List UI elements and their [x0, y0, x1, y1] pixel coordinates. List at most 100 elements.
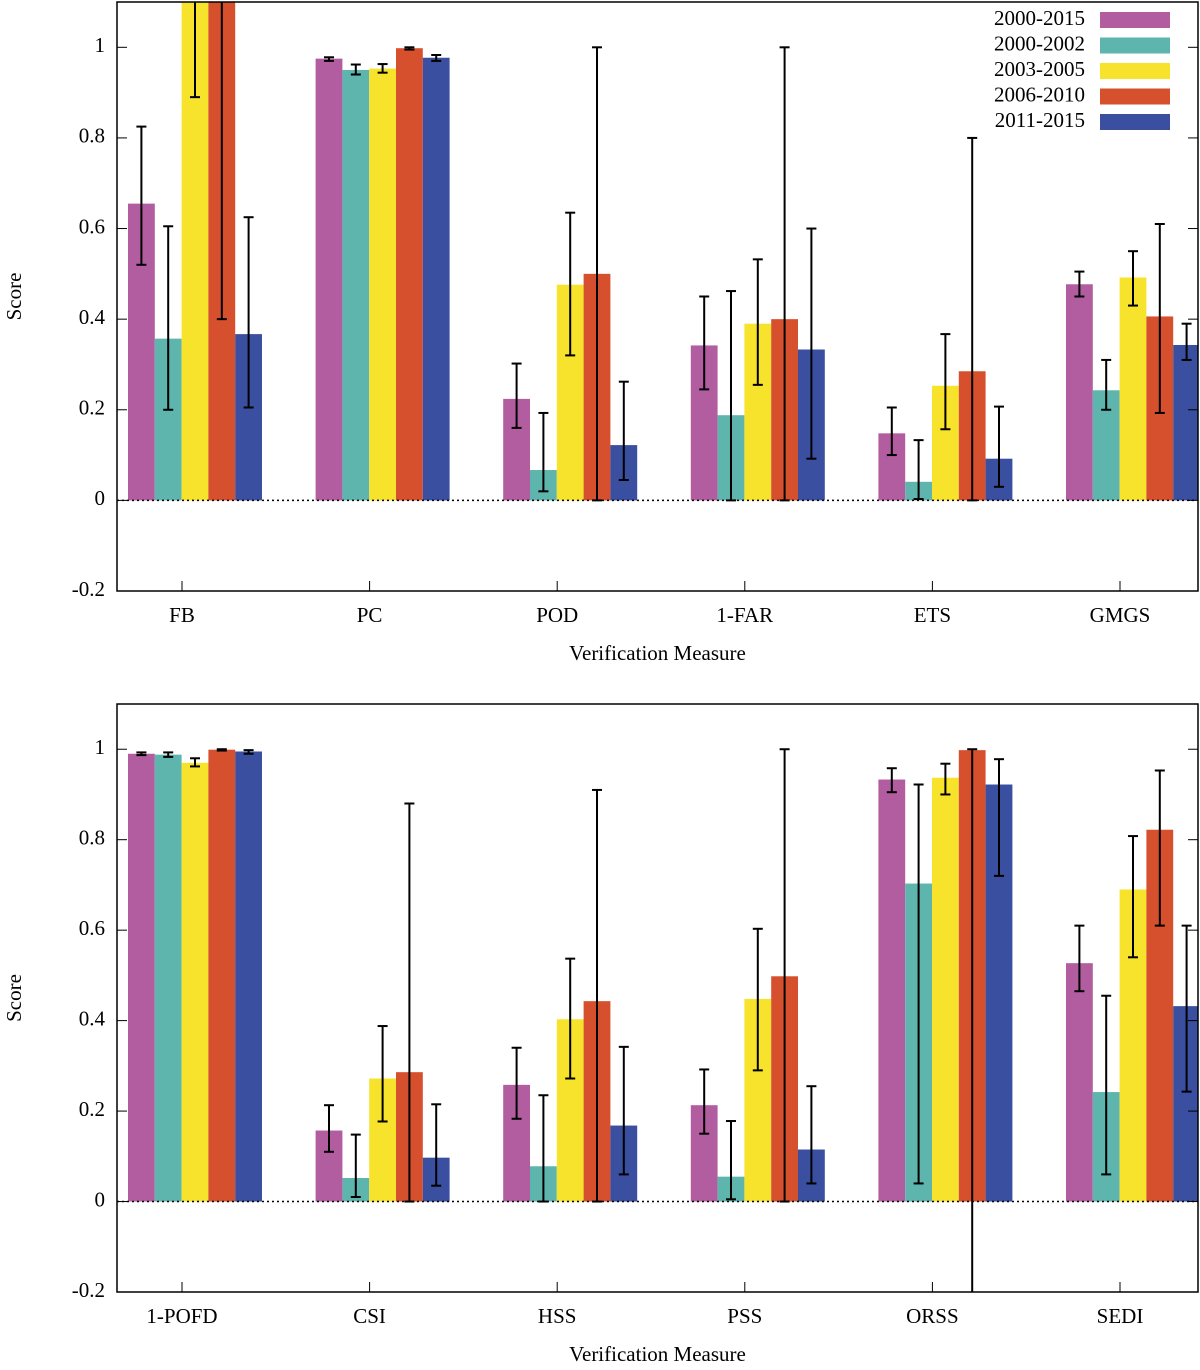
- error-bar: [1101, 358, 1112, 411]
- error-bar: [136, 125, 147, 266]
- error-bar: [1154, 223, 1165, 414]
- y-tick-label: 0.4: [79, 1006, 106, 1030]
- x-tick-label: PC: [357, 603, 383, 627]
- error-bar: [431, 1103, 442, 1187]
- x-axis-label: Verification Measure: [569, 641, 746, 665]
- bar: [396, 48, 423, 501]
- plot-area: [128, 2, 1198, 502]
- error-bar: [565, 211, 576, 357]
- error-bar: [1074, 270, 1085, 298]
- x-tick-label: GMGS: [1090, 603, 1151, 627]
- legend-label: 2000-2015: [994, 6, 1085, 30]
- error-bar: [511, 1046, 522, 1120]
- legend-swatch: [1100, 12, 1170, 28]
- bar: [878, 779, 906, 1202]
- legend-label: 2006-2010: [994, 82, 1085, 106]
- y-tick-label: 1: [95, 33, 106, 57]
- error-bar: [1128, 835, 1138, 959]
- error-bar: [1181, 924, 1192, 1093]
- error-bar: [699, 1068, 710, 1135]
- bar: [1173, 344, 1198, 501]
- plot-area: [128, 748, 1198, 1292]
- bar: [128, 753, 155, 1202]
- bar: [1066, 284, 1093, 501]
- error-bar: [726, 1120, 736, 1201]
- y-tick-label: 0.4: [79, 305, 106, 329]
- error-bar: [404, 46, 415, 51]
- error-bar: [1128, 250, 1138, 307]
- plot-frame: [116, 1, 1199, 592]
- error-bar: [216, 748, 227, 752]
- error-bar: [940, 762, 951, 796]
- error-bar: [431, 54, 442, 62]
- plot-frame: [116, 703, 1199, 1293]
- x-tick-label: HSS: [538, 1304, 577, 1328]
- error-bar: [806, 1085, 817, 1185]
- legend-label: 2003-2005: [994, 57, 1085, 81]
- y-tick-label: 0.6: [79, 916, 105, 940]
- y-tick-label: 1: [95, 735, 106, 759]
- y-tick-label: -0.2: [72, 1278, 105, 1302]
- error-bar: [163, 751, 174, 758]
- error-bar: [377, 63, 388, 74]
- error-bar: [136, 751, 147, 757]
- error-bar: [190, 2, 200, 99]
- bar: [154, 754, 182, 1202]
- bar: [235, 751, 262, 1202]
- error-bar: [324, 56, 334, 62]
- x-tick-label: ETS: [914, 603, 951, 627]
- error-bar: [618, 1045, 629, 1176]
- error-bar: [1074, 924, 1085, 993]
- y-tick-label: 0.2: [79, 1097, 105, 1121]
- y-tick-label: -0.2: [72, 577, 105, 601]
- y-tick-label: 0: [95, 486, 106, 510]
- legend-swatch: [1100, 88, 1170, 105]
- y-tick-label: 0: [95, 1187, 106, 1211]
- error-bar: [350, 63, 361, 76]
- legend-label: 2000-2002: [994, 31, 1085, 55]
- error-bar: [752, 927, 763, 1072]
- legend-swatch: [1100, 37, 1170, 54]
- error-bar: [216, 2, 227, 321]
- y-tick-label: 0.8: [79, 826, 105, 850]
- bar: [1066, 963, 1093, 1202]
- x-tick-label: SEDI: [1097, 1304, 1144, 1328]
- error-bar: [190, 757, 200, 768]
- bar: [181, 762, 209, 1202]
- y-tick-label: 0.6: [79, 214, 105, 238]
- legend-label: 2011-2015: [995, 108, 1085, 132]
- y-tick-label: 0.2: [79, 396, 105, 420]
- error-bar: [243, 749, 254, 755]
- error-bar: [1181, 322, 1192, 361]
- y-axis-label: Score: [2, 974, 26, 1022]
- error-bar: [511, 362, 522, 429]
- error-bar: [324, 1104, 334, 1153]
- error-bar: [1101, 994, 1112, 1176]
- y-axis-label: Score: [2, 273, 26, 321]
- error-bar: [967, 748, 978, 1292]
- bar: [369, 68, 396, 501]
- error-bar: [886, 767, 897, 794]
- error-bar: [752, 258, 763, 386]
- error-bar: [618, 380, 629, 481]
- x-tick-label: POD: [536, 603, 578, 627]
- x-tick-label: CSI: [353, 1304, 386, 1328]
- x-tick-label: ORSS: [906, 1304, 959, 1328]
- error-bar: [163, 225, 174, 411]
- error-bar: [913, 783, 924, 1185]
- error-bar: [806, 227, 817, 460]
- bar: [208, 749, 236, 1202]
- error-bar: [243, 216, 254, 409]
- error-bar: [1154, 769, 1165, 927]
- bar: [315, 58, 343, 501]
- error-bar: [699, 295, 710, 391]
- x-axis-label: Verification Measure: [569, 1342, 746, 1366]
- error-bar: [886, 406, 897, 457]
- x-tick-label: PSS: [727, 1304, 762, 1328]
- error-bar: [377, 1025, 388, 1123]
- error-bar: [565, 957, 576, 1080]
- error-bar: [538, 411, 549, 493]
- bar: [932, 777, 959, 1202]
- error-bar: [913, 439, 924, 501]
- error-bar: [994, 758, 1004, 877]
